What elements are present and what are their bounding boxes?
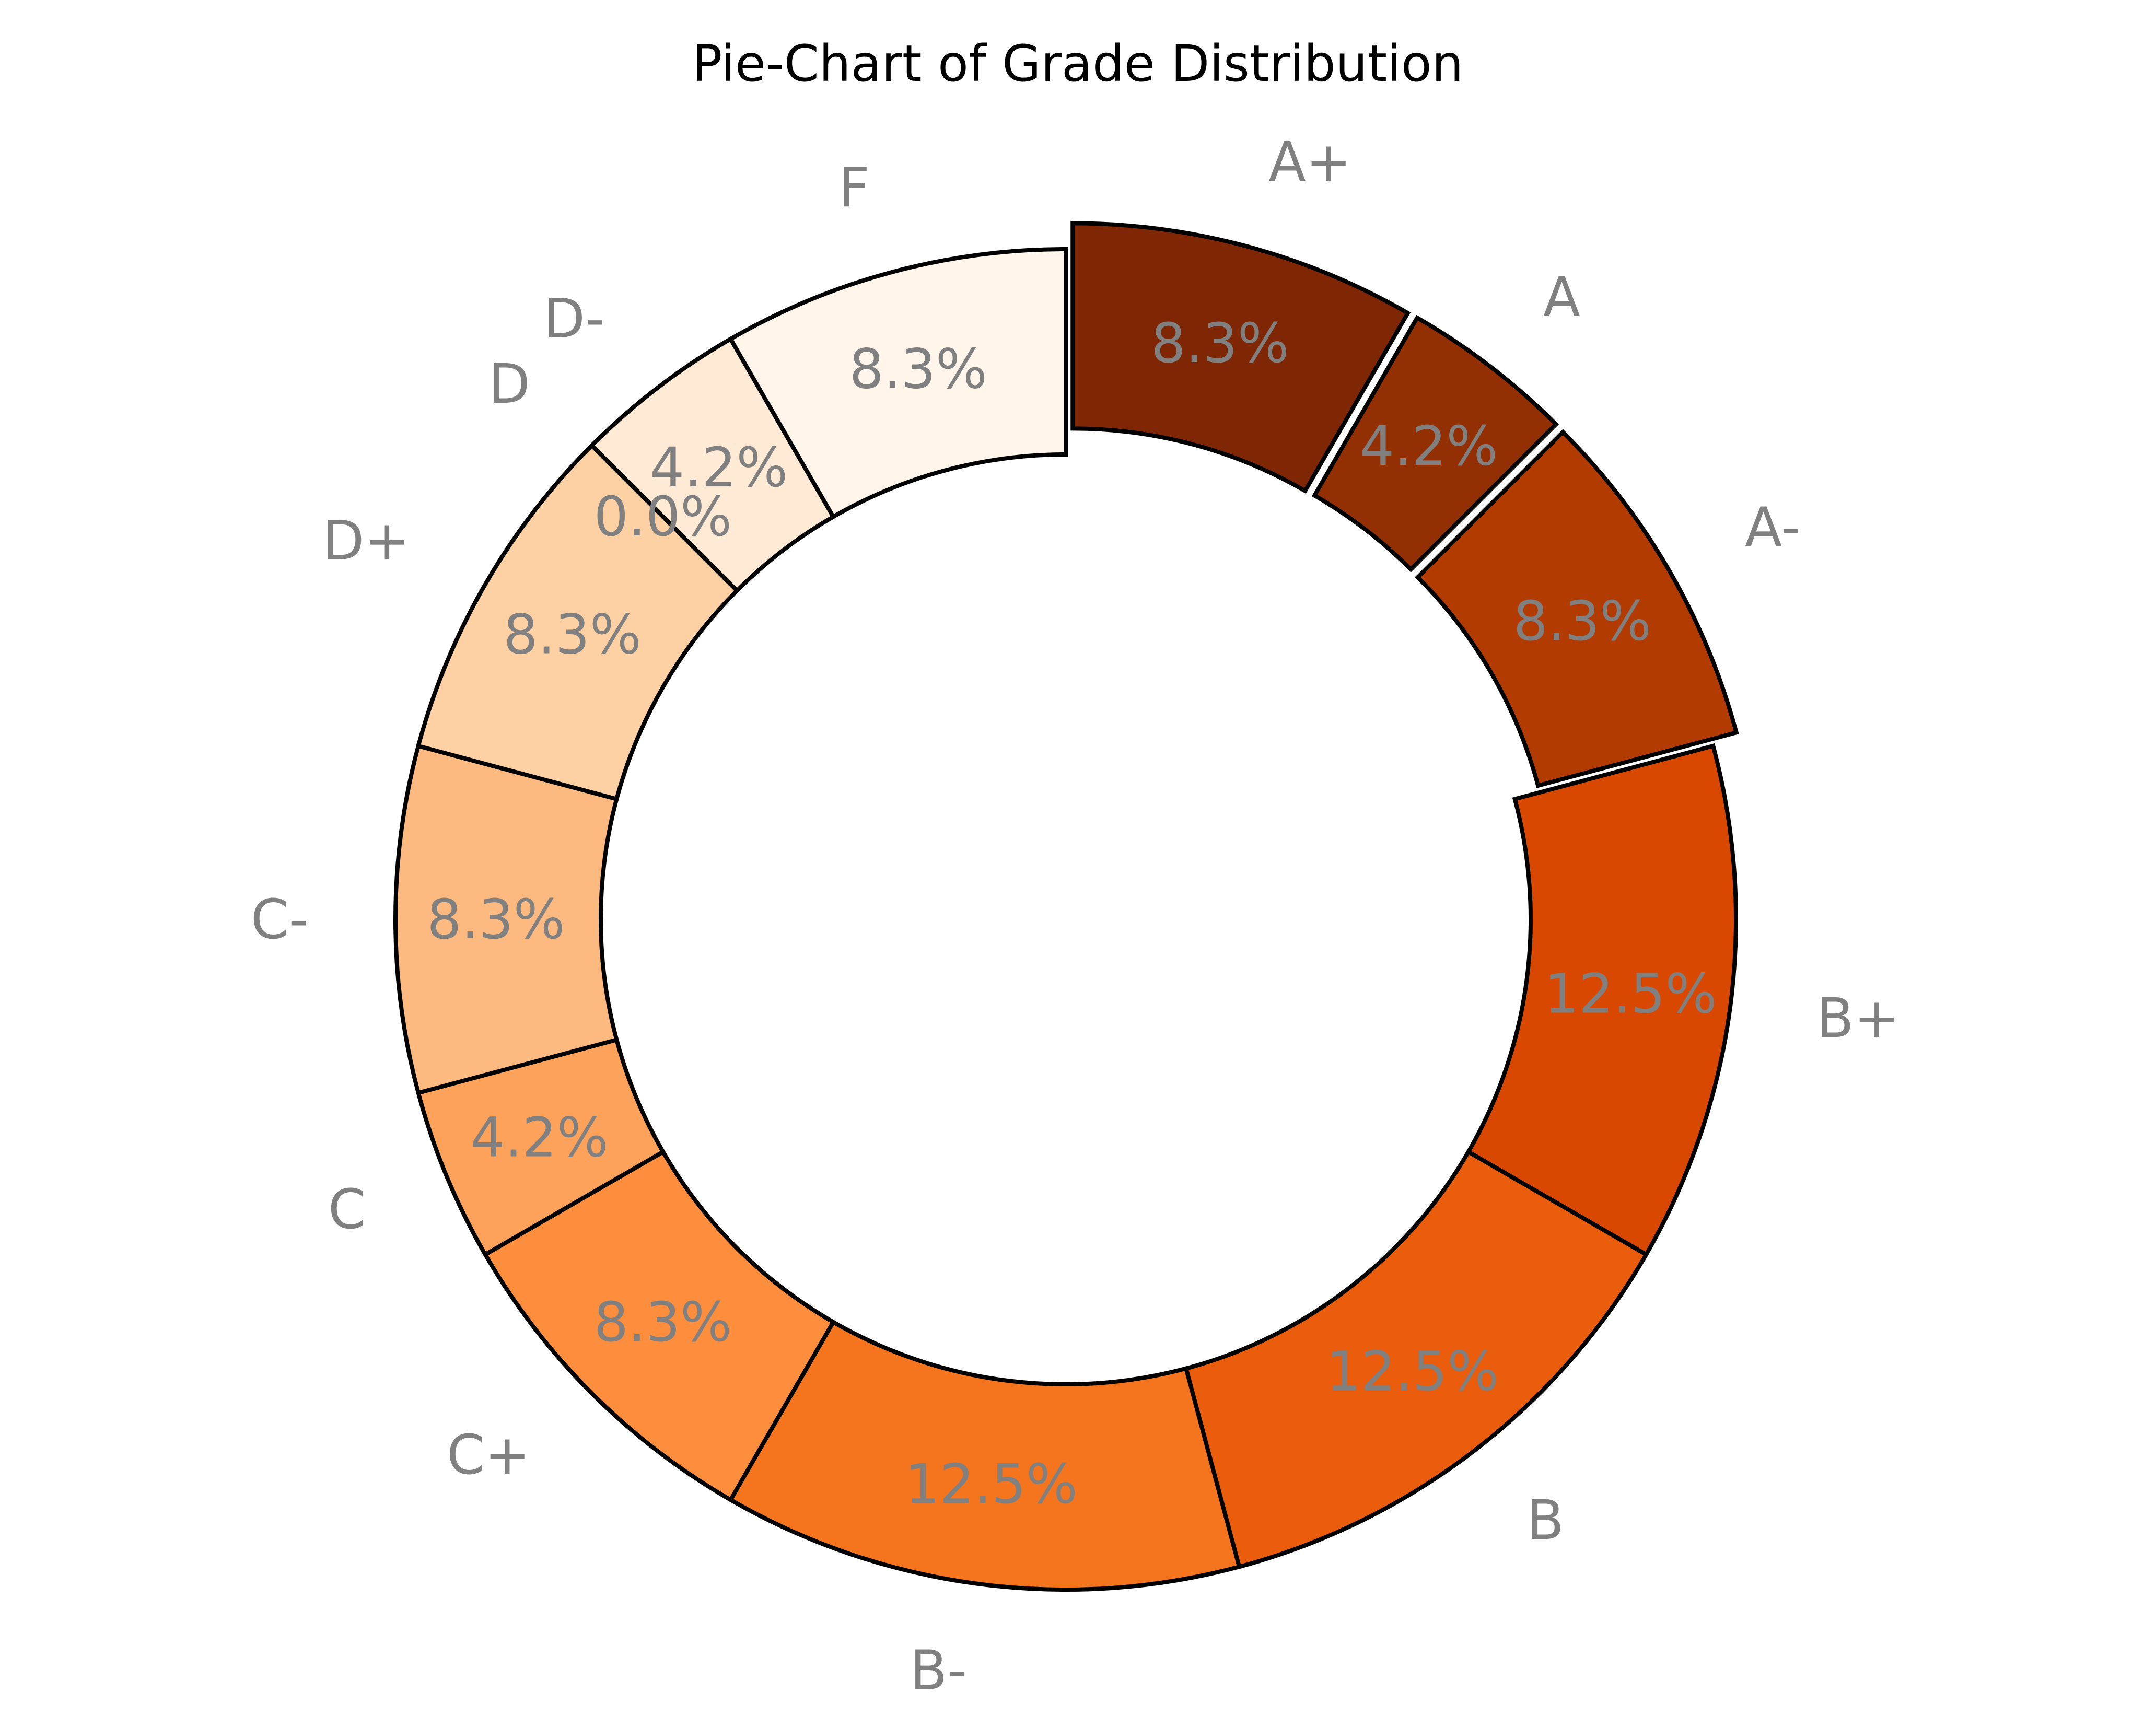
percent-label-c-plus: 8.3% bbox=[594, 1290, 732, 1354]
percent-label-b-minus: 12.5% bbox=[905, 1452, 1077, 1516]
slice-a bbox=[1311, 314, 1559, 573]
slice-a-minus bbox=[1415, 429, 1739, 788]
label-c: C bbox=[328, 1177, 366, 1241]
label-b-minus: B- bbox=[910, 1638, 967, 1702]
label-a-minus: A- bbox=[1745, 495, 1800, 559]
label-b: B bbox=[1527, 1488, 1564, 1552]
percent-label-c: 4.2% bbox=[470, 1105, 608, 1169]
percent-label-d-minus: 4.2% bbox=[650, 436, 788, 499]
donut-slices bbox=[393, 221, 1739, 1592]
percent-label-b-plus: 12.5% bbox=[1544, 962, 1717, 1025]
slice-a-plus bbox=[1070, 221, 1411, 494]
label-c-plus: C+ bbox=[447, 1423, 530, 1487]
slice-f bbox=[728, 247, 1068, 520]
percent-label-a: 4.2% bbox=[1360, 414, 1498, 478]
percent-label-a-plus: 8.3% bbox=[1151, 311, 1289, 375]
percent-label-c-minus: 8.3% bbox=[427, 888, 565, 951]
label-b-plus: B+ bbox=[1816, 986, 1899, 1050]
donut-labels: A+ 8.3% A 4.2% A- 8.3% B+ 12.5% B 12.5% B- 12.5% C+ 8… bbox=[251, 130, 1899, 1702]
slice-b-plus bbox=[1465, 743, 1738, 1257]
percent-label-b: 12.5% bbox=[1326, 1339, 1499, 1403]
percent-label-d: 0.0% bbox=[594, 485, 732, 549]
label-f: F bbox=[838, 156, 870, 220]
label-c-minus: C- bbox=[251, 888, 308, 951]
percent-label-f: 8.3% bbox=[849, 337, 987, 401]
slice-b-minus bbox=[728, 1319, 1242, 1592]
chart-title: Pie-Chart of Grade Distribution bbox=[692, 34, 1464, 93]
percent-label-d-plus: 8.3% bbox=[503, 603, 641, 667]
slice-b bbox=[1183, 1149, 1649, 1570]
label-a: A bbox=[1543, 265, 1580, 329]
label-d: D bbox=[488, 352, 530, 416]
label-d-plus: D+ bbox=[322, 509, 410, 573]
label-a-plus: A+ bbox=[1269, 130, 1351, 194]
label-d-minus: D- bbox=[543, 287, 605, 351]
percent-label-a-minus: 8.3% bbox=[1513, 589, 1651, 653]
